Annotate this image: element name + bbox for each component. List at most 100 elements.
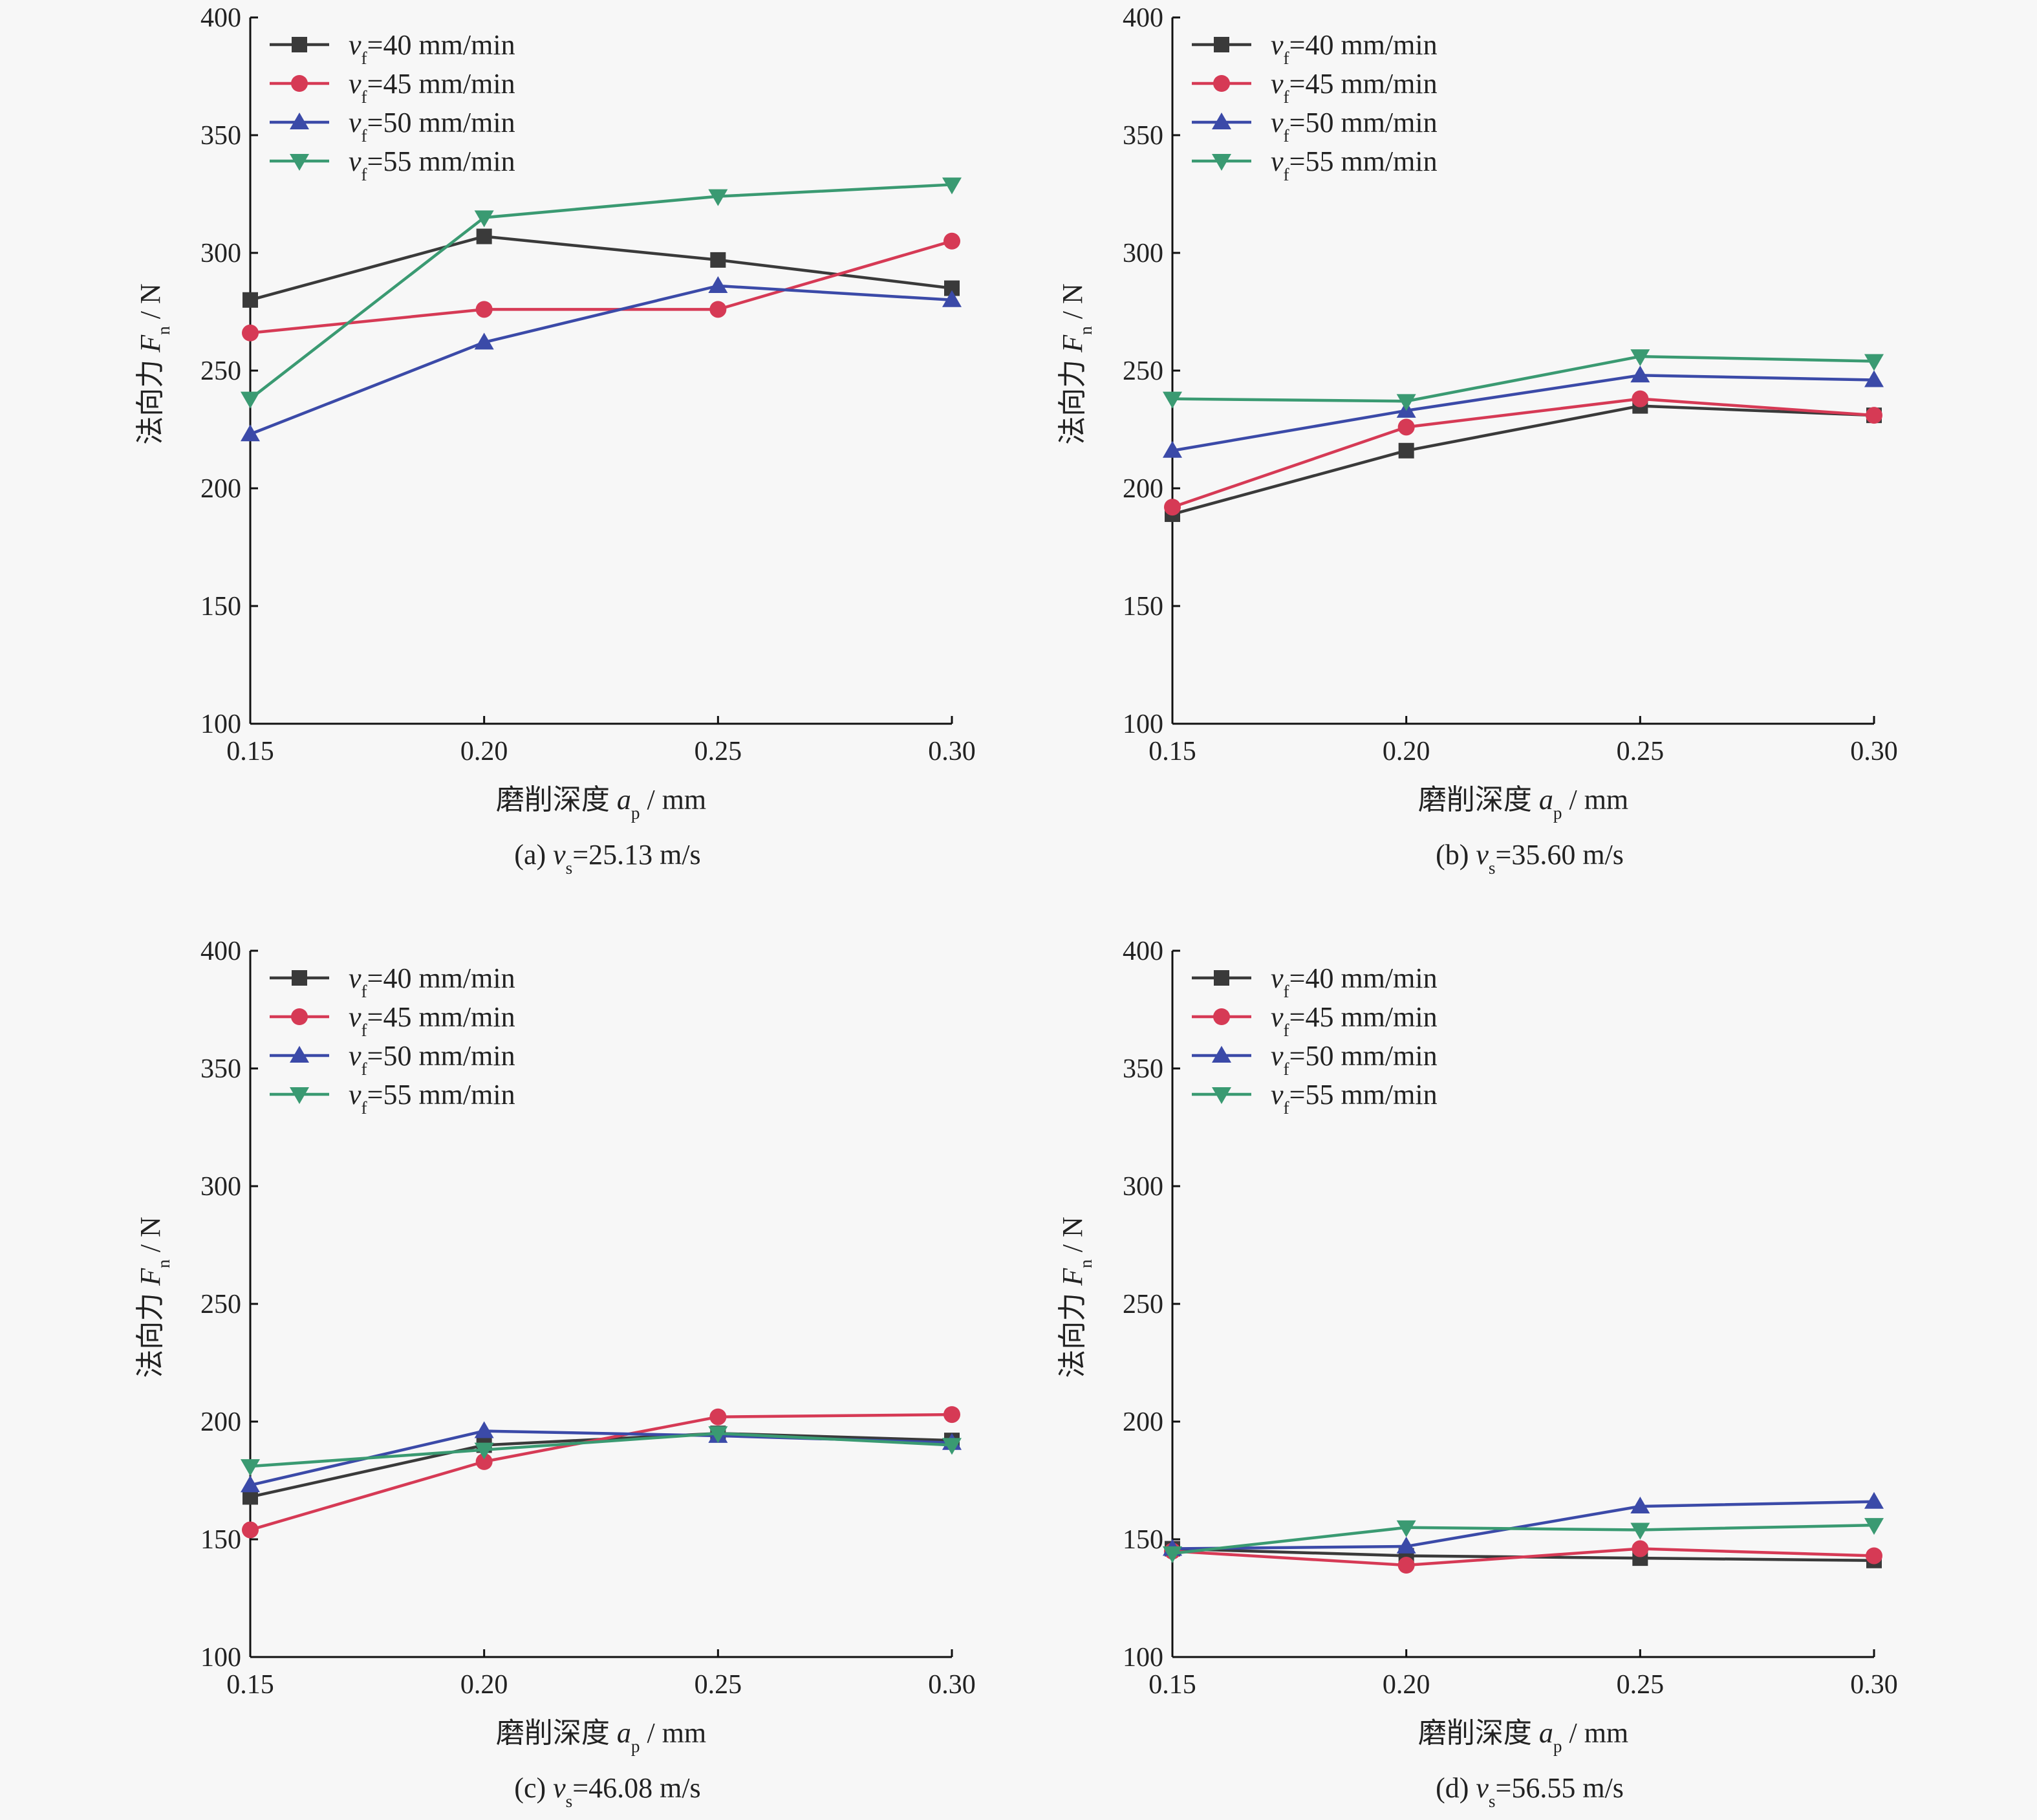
label-prefix: 法向力 (1057, 1286, 1088, 1378)
legend-label: vf=40 mm/min (1271, 29, 1438, 68)
legend-item: vf=40 mm/min (270, 962, 515, 1001)
label-subscript: f (361, 1021, 368, 1040)
label-suffix: =55 mm/min (367, 1079, 515, 1110)
series-vf-55 (241, 1426, 962, 1477)
label-prefix: 法向力 (135, 352, 166, 445)
label-suffix: =56.55 m/s (1496, 1772, 1624, 1804)
data-point (1864, 370, 1884, 387)
y-tick-label: 350 (200, 121, 241, 151)
label-subscript: f (1284, 1021, 1290, 1040)
legend-marker (1213, 1008, 1230, 1025)
label-variable: v (349, 962, 361, 994)
y-tick-label: 300 (200, 239, 241, 268)
label-variable: v (349, 1001, 361, 1033)
legend-item: vf=50 mm/min (1192, 1040, 1438, 1079)
x-tick-label: 0.20 (1383, 737, 1430, 766)
label-prefix: (b) (1436, 839, 1476, 871)
label-subscript: n (154, 1259, 173, 1268)
y-tick-label: 150 (1123, 1525, 1163, 1555)
label-suffix: / N (1057, 1217, 1088, 1259)
data-point (1397, 1557, 1415, 1574)
data-point (943, 232, 960, 250)
label-variable: v (1271, 68, 1284, 100)
label-suffix: / mm (1562, 784, 1628, 816)
series-vf-55 (1163, 1518, 1884, 1563)
series-vf-40 (1165, 1541, 1882, 1568)
series-line (1172, 404, 1875, 516)
data-point (709, 301, 727, 318)
y-tick-label: 100 (200, 1643, 241, 1673)
label-variable: F (135, 1268, 166, 1286)
label-subscript: n (1076, 1259, 1095, 1268)
series-line (250, 235, 953, 301)
data-point (1398, 442, 1414, 459)
data-point (475, 301, 493, 318)
legend-marker (1214, 37, 1229, 52)
panel-caption: (a) vs=25.13 m/s (514, 839, 700, 878)
label-subscript: s (566, 1792, 573, 1811)
label-variable: v (1271, 1001, 1284, 1033)
data-point (1630, 1522, 1650, 1540)
legend-marker (1212, 1087, 1231, 1104)
data-point (1630, 365, 1650, 383)
data-point (1630, 1497, 1650, 1514)
label-variable: v (553, 839, 566, 871)
label-suffix: =50 mm/min (1289, 107, 1438, 138)
legend-label: vf=40 mm/min (349, 29, 515, 68)
label-suffix: =40 mm/min (367, 29, 515, 61)
label-subscript: f (361, 49, 368, 68)
x-tick-label: 0.30 (928, 737, 976, 766)
legend-item: vf=50 mm/min (270, 1040, 515, 1079)
label-variable: a (1539, 1717, 1553, 1749)
series-line (250, 1431, 953, 1468)
x-tick-label: 0.15 (226, 737, 274, 766)
label-variable: F (1057, 334, 1088, 353)
label-variable: a (1539, 784, 1553, 816)
data-point (1866, 407, 1882, 424)
label-subscript: f (361, 982, 368, 1001)
data-point (708, 276, 728, 293)
data-point (942, 290, 962, 307)
y-tick-label: 300 (1123, 1172, 1163, 1202)
panel-caption: (c) vs=46.08 m/s (514, 1772, 700, 1811)
data-point (1397, 418, 1415, 436)
legend-label: vf=55 mm/min (349, 1079, 515, 1118)
label-variable: v (1271, 29, 1284, 61)
data-point (1866, 1547, 1882, 1565)
data-point (1632, 1540, 1649, 1557)
data-point (241, 424, 260, 442)
data-point (1163, 391, 1182, 409)
label-subscript: f (361, 1098, 368, 1118)
legend-label: vf=50 mm/min (349, 1040, 515, 1079)
data-point (241, 391, 260, 409)
y-tick-label: 350 (1123, 1054, 1163, 1084)
x-axis-title: 磨削深度 ap / mm (1418, 784, 1628, 823)
y-tick-label: 200 (1123, 474, 1163, 504)
series-vf-45 (242, 1406, 960, 1539)
data-point (241, 1459, 260, 1477)
label-subscript: s (1489, 1792, 1496, 1811)
legend-marker (1212, 154, 1231, 171)
series-vf-50 (1163, 1491, 1884, 1556)
label-suffix: =50 mm/min (1289, 1040, 1438, 1072)
label-variable: v (1271, 1040, 1284, 1072)
data-point (942, 177, 962, 195)
legend-label: vf=50 mm/min (1271, 107, 1438, 146)
label-variable: v (1271, 1079, 1284, 1110)
series-line (1172, 397, 1875, 509)
legend-label: vf=40 mm/min (349, 962, 515, 1001)
panel-c: 100 150 200 250 300 350 400 0.15 0.20 0.25 0.30 磨削深… (135, 937, 976, 1811)
label-subscript: p (631, 803, 640, 823)
legend-label: vf=55 mm/min (1271, 146, 1438, 184)
y-axis-title: 法向力 Fn / N (135, 283, 173, 445)
legend-item: vf=55 mm/min (270, 1079, 515, 1118)
series-line (1172, 374, 1875, 452)
series-line (250, 1413, 953, 1532)
legend-item: vf=50 mm/min (270, 107, 515, 146)
y-tick-label: 250 (1123, 356, 1163, 386)
data-point (1163, 440, 1182, 458)
data-point (474, 210, 494, 228)
data-point (1630, 349, 1650, 367)
